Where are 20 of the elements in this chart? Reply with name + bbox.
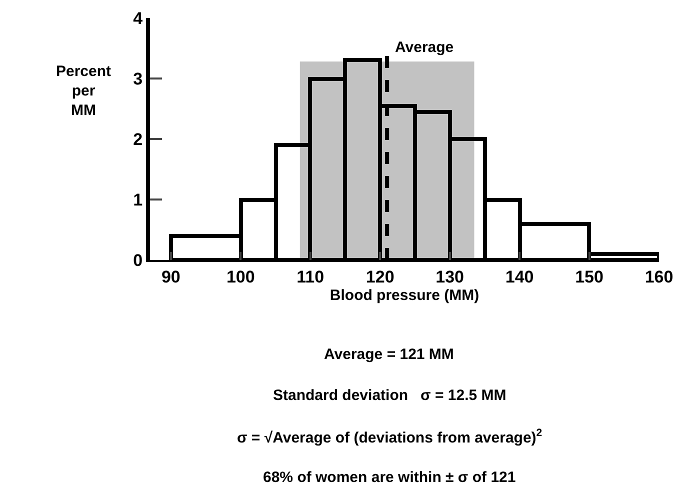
x-tick-label: 100: [226, 267, 255, 286]
text: Standard deviation σ = 12.5 MM: [273, 387, 506, 404]
x-tick-label: 160: [644, 267, 674, 286]
y-tick-label: 3: [133, 69, 143, 88]
x-axis-title: Blood pressure (MM): [330, 286, 480, 304]
x-tick-label: 90: [161, 267, 180, 286]
text: 68% of women are within ± σ of 121: [263, 469, 516, 486]
y-tick-label: 1: [133, 190, 143, 210]
y-tick-label: 0: [133, 250, 143, 270]
x-tick-label: 130: [436, 267, 464, 286]
y-axis-title: Percent per MM: [56, 63, 112, 119]
x-tick-label: 140: [505, 267, 534, 286]
ref-line-label: Average: [395, 39, 454, 56]
text: Average = 121 MM: [324, 346, 454, 363]
x-tick-label: 120: [366, 267, 394, 286]
y-tick-label: 4: [133, 8, 144, 28]
text: σ = √Average of (deviations from average)$^{2}$: [237, 427, 542, 446]
x-tick-label: 110: [296, 267, 324, 286]
x-tick-label: 150: [575, 267, 604, 286]
y-tick-label: 2: [133, 130, 143, 149]
